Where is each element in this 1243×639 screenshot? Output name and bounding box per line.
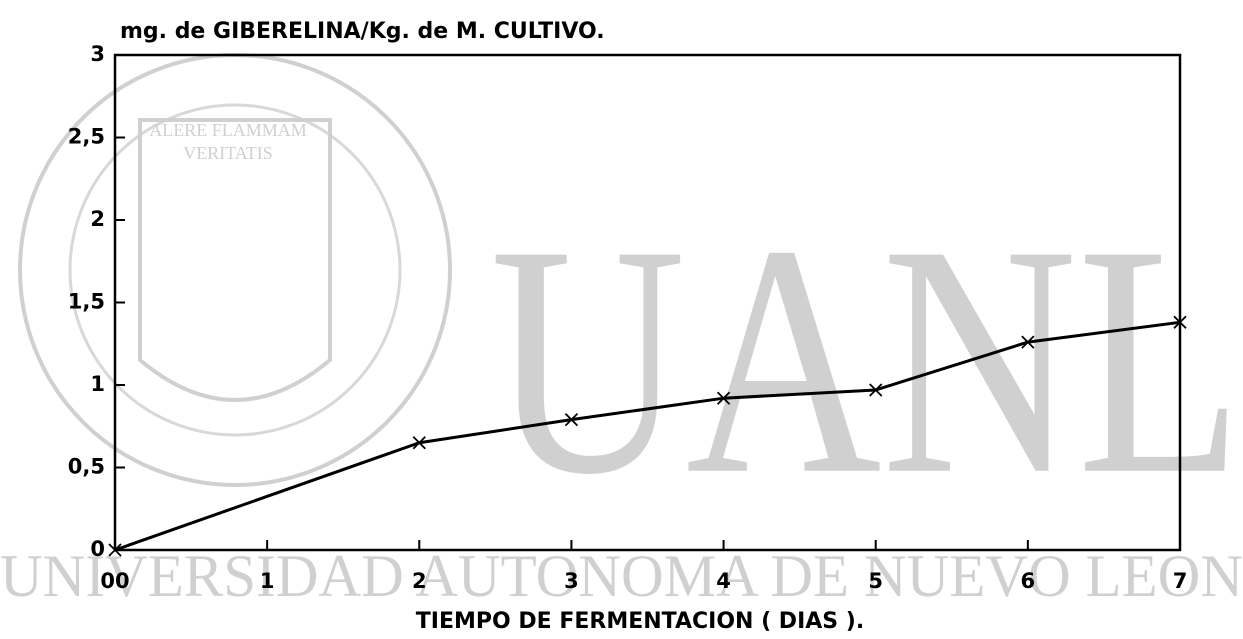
y-tick-label: 3	[90, 42, 105, 66]
point-marker	[564, 413, 579, 427]
x-axis-label: TIEMPO DE FERMENTACION ( DIAS ).	[416, 609, 864, 634]
y-tick-label: 1	[90, 372, 105, 396]
point-marker	[1021, 335, 1035, 349]
x-tick-label: 4	[716, 569, 731, 593]
chart-title: mg. de GIBERELINA/Kg. de M. CULTIVO.	[120, 19, 605, 44]
x-tick-label: 1	[260, 569, 275, 593]
seal-shield	[138, 118, 332, 402]
watermark: ALERE FLAMMAM VERITATIS UANL UNIVERSIDAD…	[0, 53, 1243, 609]
x-tick-label: 00	[100, 569, 129, 593]
y-tick-label: 1,5	[68, 290, 105, 314]
y-tick-label: 0	[90, 537, 105, 561]
point-marker	[1173, 315, 1187, 329]
seal-inner-ring	[68, 103, 402, 437]
x-tick-label: 3	[564, 569, 579, 593]
watermark-logo: UANL	[490, 178, 1243, 543]
x-tick-label: 2	[412, 569, 427, 593]
point-marker	[869, 383, 883, 397]
x-tick-label: 5	[868, 569, 883, 593]
point-marker	[716, 391, 731, 405]
x-tick-label: 6	[1021, 569, 1036, 593]
point-marker	[412, 436, 426, 450]
y-tick-label: 2	[90, 207, 105, 231]
y-tick-label: 2,5	[68, 125, 105, 149]
seal-motto: VERITATIS	[183, 143, 273, 163]
point-marker	[108, 543, 122, 557]
x-tick-label: 7	[1173, 569, 1188, 593]
watermark-name: UNIVERSIDAD AUTONOMA DE NUEVO LEON	[0, 543, 1243, 609]
seal-motto: ALERE FLAMMAM	[149, 120, 307, 140]
y-tick-label: 0,5	[68, 455, 105, 479]
